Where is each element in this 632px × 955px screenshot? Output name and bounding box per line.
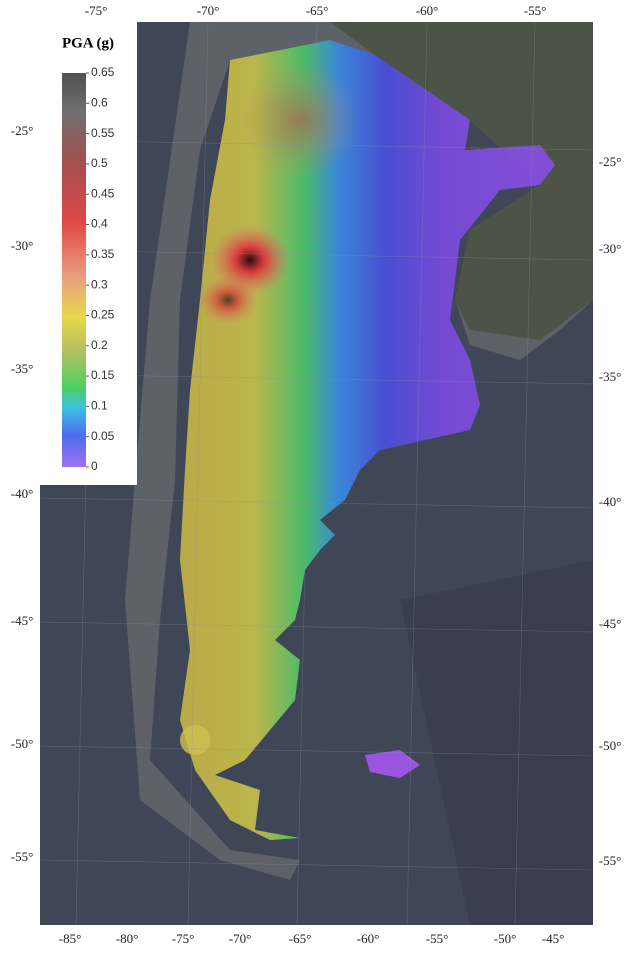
- right-label: -35°: [599, 369, 622, 384]
- legend-tick-label: 0.35: [91, 247, 115, 261]
- legend-tick-label: 0.55: [91, 126, 115, 140]
- parallel: [39, 859, 594, 871]
- left-label: -40°: [11, 486, 34, 501]
- parallel: [39, 497, 594, 509]
- legend-tick-label: 0.2: [91, 338, 108, 352]
- bottom-label: -70°: [229, 931, 252, 946]
- legend-tick-label: 0.4: [91, 217, 108, 231]
- bottom-label: -85°: [59, 931, 82, 946]
- bottom-label: -50°: [494, 931, 517, 946]
- bottom-label: -60°: [357, 931, 380, 946]
- top-label: -55°: [524, 3, 547, 18]
- land-east: [330, 22, 593, 340]
- legend-tick-label: 0.1: [91, 399, 108, 413]
- legend-tick-label: 0.6: [91, 95, 108, 109]
- pga-hotspot: [198, 275, 258, 325]
- left-label: -55°: [11, 849, 34, 864]
- left-label: -45°: [11, 613, 34, 628]
- graticule-labels: -75° -70° -65° -60° -55° -25° -30° -35° -40° -45°…: [11, 3, 622, 946]
- right-label: -40°: [599, 494, 622, 509]
- right-label: -55°: [599, 853, 622, 868]
- legend-tick-label: 0.65: [91, 65, 115, 79]
- right-label: -45°: [599, 616, 622, 631]
- top-label: -65°: [306, 3, 329, 18]
- legend-box: [40, 22, 137, 485]
- left-label: -30°: [11, 238, 34, 253]
- pga-zone: [240, 60, 360, 180]
- meridian: [514, 21, 536, 926]
- right-label: -30°: [599, 241, 622, 256]
- right-label: -25°: [599, 154, 622, 169]
- top-label: -70°: [197, 3, 220, 18]
- legend-tick-label: 0.15: [91, 368, 115, 382]
- bottom-label: -75°: [172, 931, 195, 946]
- top-label: -75°: [85, 3, 108, 18]
- falklands: [365, 750, 420, 778]
- legend: PGA (g) 0.65 0.6 0.55 0.5 0.45 0.4 0.35 0.3 0.25…: [40, 22, 137, 485]
- legend-tick-label: 0.3: [91, 277, 108, 291]
- legend-tick-label: 0.25: [91, 308, 115, 322]
- legend-title: PGA (g): [62, 35, 114, 51]
- parallel: [39, 621, 594, 633]
- deep-ocean: [400, 560, 593, 925]
- right-label: -50°: [599, 738, 622, 753]
- meridian: [187, 21, 209, 926]
- top-label: -60°: [416, 3, 439, 18]
- legend-tick-label: 0.05: [91, 429, 115, 443]
- bottom-label: -45°: [542, 931, 565, 946]
- meridian: [406, 21, 428, 926]
- meridian: [296, 21, 318, 926]
- left-label: -25°: [11, 123, 34, 138]
- left-label: -35°: [11, 361, 34, 376]
- legend-tick-label: 0: [91, 459, 98, 473]
- bottom-label: -55°: [426, 931, 449, 946]
- legend-tick-label: 0.5: [91, 156, 108, 170]
- legend-tick-label: 0.45: [91, 186, 115, 200]
- left-label: -50°: [11, 736, 34, 751]
- bottom-label: -80°: [116, 931, 139, 946]
- legend-ticks: 0.65 0.6 0.55 0.5 0.45 0.4 0.35 0.3 0.25 0.2 0.15 0…: [86, 65, 115, 473]
- pga-zone: [180, 725, 210, 755]
- parallel: [39, 745, 594, 757]
- color-bar: [62, 73, 86, 467]
- bottom-label: -65°: [289, 931, 312, 946]
